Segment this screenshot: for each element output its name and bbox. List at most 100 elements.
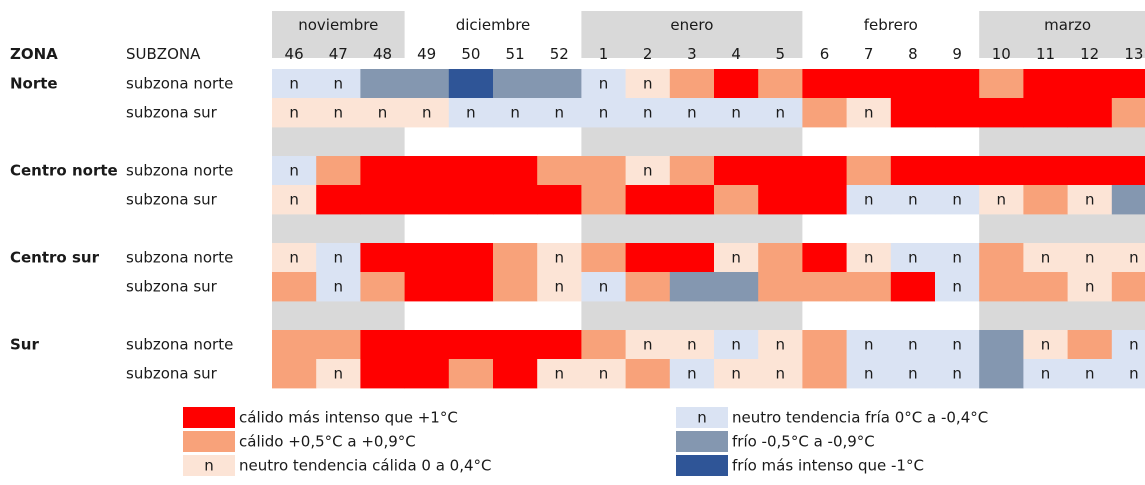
subzona-header: SUBZONA [126, 45, 201, 63]
legend-swatch [676, 455, 728, 476]
heatmap-cell [404, 272, 450, 302]
heatmap-cell [493, 98, 538, 128]
heatmap-cell [669, 69, 715, 99]
heatmap-cell [758, 359, 803, 389]
heatmap-cell [537, 272, 582, 302]
cell-mark: n [599, 365, 609, 383]
spacer-band-5-4 [979, 214, 1145, 243]
cell-mark: n [1129, 249, 1139, 267]
cell-mark: n [1041, 336, 1051, 354]
week-label: 46 [285, 45, 304, 63]
subzone-label: subzona sur [126, 104, 218, 122]
heatmap-cell [272, 243, 317, 273]
heatmap-cell [669, 243, 715, 273]
heatmap-cell [404, 185, 450, 215]
heatmap-cell [625, 98, 671, 128]
subzone-label: subzona sur [126, 365, 218, 383]
cell-mark: n [643, 75, 653, 93]
zona-header: ZONA [10, 45, 58, 63]
spacer-band-8-2 [581, 301, 803, 330]
month-band-2 [581, 11, 803, 58]
heatmap-cell [979, 330, 1024, 360]
heatmap-cell [360, 243, 405, 273]
heatmap-cell [979, 272, 1024, 302]
cell-mark: n [952, 365, 962, 383]
heatmap-cell [272, 69, 317, 99]
cell-mark: n [334, 249, 344, 267]
week-label: 47 [329, 45, 348, 63]
week-label: 4 [731, 45, 741, 63]
week-label: 13 [1124, 45, 1143, 63]
cell-mark: n [731, 365, 741, 383]
legend-label: neutro tendencia cálida 0 a 0,4°C [239, 457, 492, 475]
heatmap-cell [802, 272, 847, 302]
heatmap-cell [758, 69, 803, 99]
heatmap-cell [272, 359, 317, 389]
heatmap-cell [360, 156, 405, 186]
heatmap-cell [316, 69, 361, 99]
heatmap-cell [846, 69, 892, 99]
heatmap-cell [493, 156, 538, 186]
heatmap-cell [1111, 156, 1145, 186]
zone-label: Centro sur [10, 249, 100, 267]
cell-mark: n [555, 104, 565, 122]
zone-label: Norte [10, 75, 58, 93]
heatmap-cell [537, 243, 582, 273]
heatmap-cell [979, 359, 1024, 389]
cell-mark: n [289, 75, 299, 93]
heatmap-cell [1111, 98, 1145, 128]
heatmap-cell [1023, 359, 1068, 389]
heatmap-cell [272, 156, 317, 186]
heatmap-cell [404, 156, 450, 186]
cell-mark: n [1085, 191, 1095, 209]
legend-label: cálido +0,5°C a +0,9°C [239, 433, 416, 451]
heatmap-cell [537, 185, 582, 215]
cell-mark: n [1041, 365, 1051, 383]
spacer-band-8-0 [272, 301, 405, 330]
cell-mark: n [334, 75, 344, 93]
zone-label: Centro norte [10, 162, 118, 180]
heatmap-cell [1067, 156, 1113, 186]
heatmap-cell [890, 69, 936, 99]
heatmap-cell [316, 330, 361, 360]
month-label: enero [670, 16, 713, 34]
cell-mark: n [334, 104, 344, 122]
spacer-band-2-2 [581, 127, 803, 156]
cell-mark: n [643, 104, 653, 122]
heatmap-cell [581, 359, 626, 389]
heatmap-cell [493, 330, 538, 360]
heatmap-cell [360, 69, 405, 99]
cell-mark: n [731, 104, 741, 122]
heatmap-cell [625, 243, 671, 273]
cell-mark: n [864, 104, 874, 122]
heatmap-cell [758, 330, 803, 360]
heatmap-cell [1067, 185, 1113, 215]
legend-mark: n [697, 409, 707, 427]
week-label: 7 [864, 45, 874, 63]
heatmap-cell [360, 272, 405, 302]
heatmap-cell [404, 330, 450, 360]
heatmap-cell [625, 69, 671, 99]
heatmap-cell [935, 272, 980, 302]
cell-mark: n [908, 191, 918, 209]
heatmap-cell [1067, 243, 1113, 273]
heatmap-cell [1111, 359, 1145, 389]
heatmap-cell [404, 243, 450, 273]
heatmap-cell [581, 156, 626, 186]
heatmap-cell [537, 156, 582, 186]
heatmap-cell [625, 359, 671, 389]
spacer-band-5-0 [272, 214, 405, 243]
heatmap-cell [493, 185, 538, 215]
cell-mark: n [776, 104, 786, 122]
month-label: marzo [1044, 16, 1091, 34]
cell-mark: n [555, 365, 565, 383]
cell-mark: n [908, 249, 918, 267]
heatmap-cell [316, 243, 361, 273]
week-label: 48 [373, 45, 392, 63]
heatmap-cell [846, 98, 892, 128]
heatmap-cell [360, 98, 405, 128]
heatmap-cell [404, 69, 450, 99]
heatmap-cell [360, 330, 405, 360]
heatmap-cell [979, 185, 1024, 215]
heatmap-cell [846, 185, 892, 215]
